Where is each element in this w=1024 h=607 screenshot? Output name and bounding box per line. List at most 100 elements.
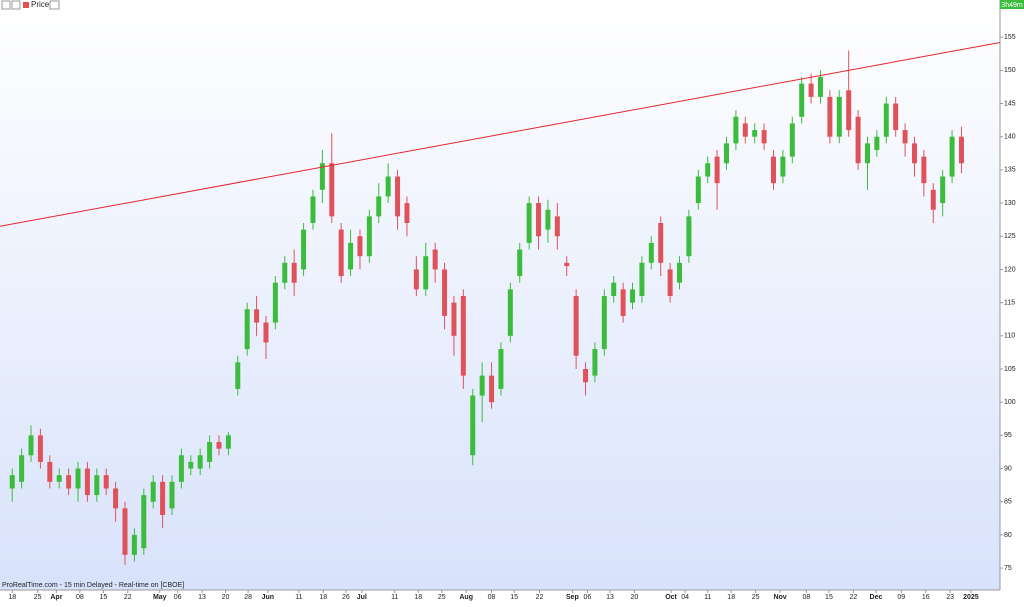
x-tick-label: 22 [124,594,132,601]
candle-body [66,475,72,489]
candle-body [611,282,617,296]
candle-body [338,229,344,277]
icon-button[interactable] [49,0,60,10]
candle-body [75,468,81,489]
x-tick-label: Jul [357,594,367,601]
candle-body [291,262,297,283]
candle-body [639,262,645,296]
x-tick-label: 11 [704,594,711,601]
x-tick-label: 18 [319,594,327,601]
candle-body [705,163,711,177]
x-tick-label: Oct [665,594,677,601]
y-tick-label: 100 [1004,399,1016,406]
icon-button[interactable] [11,0,21,10]
x-tick-label: 08 [488,594,496,601]
candle-body [310,196,316,223]
x-tick-label: 22 [849,594,857,601]
candle-body [573,295,579,356]
candle-body [37,435,43,462]
candle-body [808,83,814,97]
x-tick-label: 23 [946,594,954,601]
candle-body [103,475,109,489]
x-tick-label: 15 [510,594,518,601]
candle-body [583,368,589,383]
x-tick-label: 22 [536,594,544,601]
candle-body [940,176,946,204]
candle-body [949,136,955,177]
candle-body [686,216,692,257]
y-tick-label: 120 [1004,266,1016,273]
toolbar: Price [1,0,60,10]
candle-body [780,156,786,177]
x-tick-label: 20 [222,594,230,601]
x-tick-label: 20 [631,594,639,601]
candle-body [752,130,758,137]
x-tick-label: 04 [681,594,689,601]
candle-body [376,196,382,217]
x-tick-label: 28 [244,594,252,601]
candle-body [864,143,870,164]
candle-body [479,375,485,396]
x-tick-label: Dec [870,594,883,601]
x-tick-label: 18 [8,594,16,601]
x-tick-label: 25 [438,594,446,601]
y-tick-label: 145 [1004,100,1016,107]
x-tick-label: 09 [897,594,905,601]
candle-body [677,262,683,283]
x-tick-label: 11 [295,594,302,601]
candle-body [113,488,119,509]
candle-body [122,508,128,555]
candle-body [301,229,307,270]
candle-body [526,203,532,243]
candle-body [517,249,523,277]
candle-body [507,289,513,336]
candle-body [197,455,203,469]
x-axis-area [0,590,1000,602]
candle-body [385,176,391,197]
candle-body [28,435,34,456]
candle-body [630,289,636,303]
candle-body [789,123,795,157]
icon-button[interactable] [1,0,11,10]
x-tick-label: 26 [342,594,350,601]
candle-body [188,461,194,469]
x-tick-label: Apr [50,594,62,601]
candle-body [460,295,466,376]
candle-body [470,395,476,456]
candle-body [620,289,626,316]
candle-body [169,481,175,509]
candle-body [648,242,654,263]
candle-body [817,76,823,97]
candle-body [564,262,570,267]
plot-area [0,0,1000,590]
x-tick-label: 06 [584,594,592,601]
candle-body [263,322,269,343]
y-tick-label: 115 [1004,299,1015,306]
x-tick-label: 18 [727,594,735,601]
series-swatch [23,2,29,8]
x-tick-label: 25 [34,594,42,601]
candle-body [554,216,560,237]
candle-body [714,156,720,184]
candle-body [855,116,861,164]
y-tick-label: 135 [1004,167,1016,174]
candle-body [56,475,62,482]
candle-body [883,103,889,137]
candle-body [329,163,335,217]
candle-body [348,242,354,270]
y-tick-label: 85 [1004,499,1012,506]
candle-body [47,461,53,482]
candle-body [827,96,833,137]
candle-body [930,189,936,210]
candle-body [893,103,899,131]
x-tick-label: 2025 [963,594,979,601]
x-tick-label: 08 [76,594,84,601]
candle-body [225,435,231,449]
x-tick-label: 11 [391,594,398,601]
candle-body [724,143,730,164]
x-tick-label: 15 [825,594,833,601]
y-axis-area [1000,0,1024,602]
candle-body [131,534,137,555]
legend-label: Price [31,0,50,9]
candle-body [216,442,222,449]
